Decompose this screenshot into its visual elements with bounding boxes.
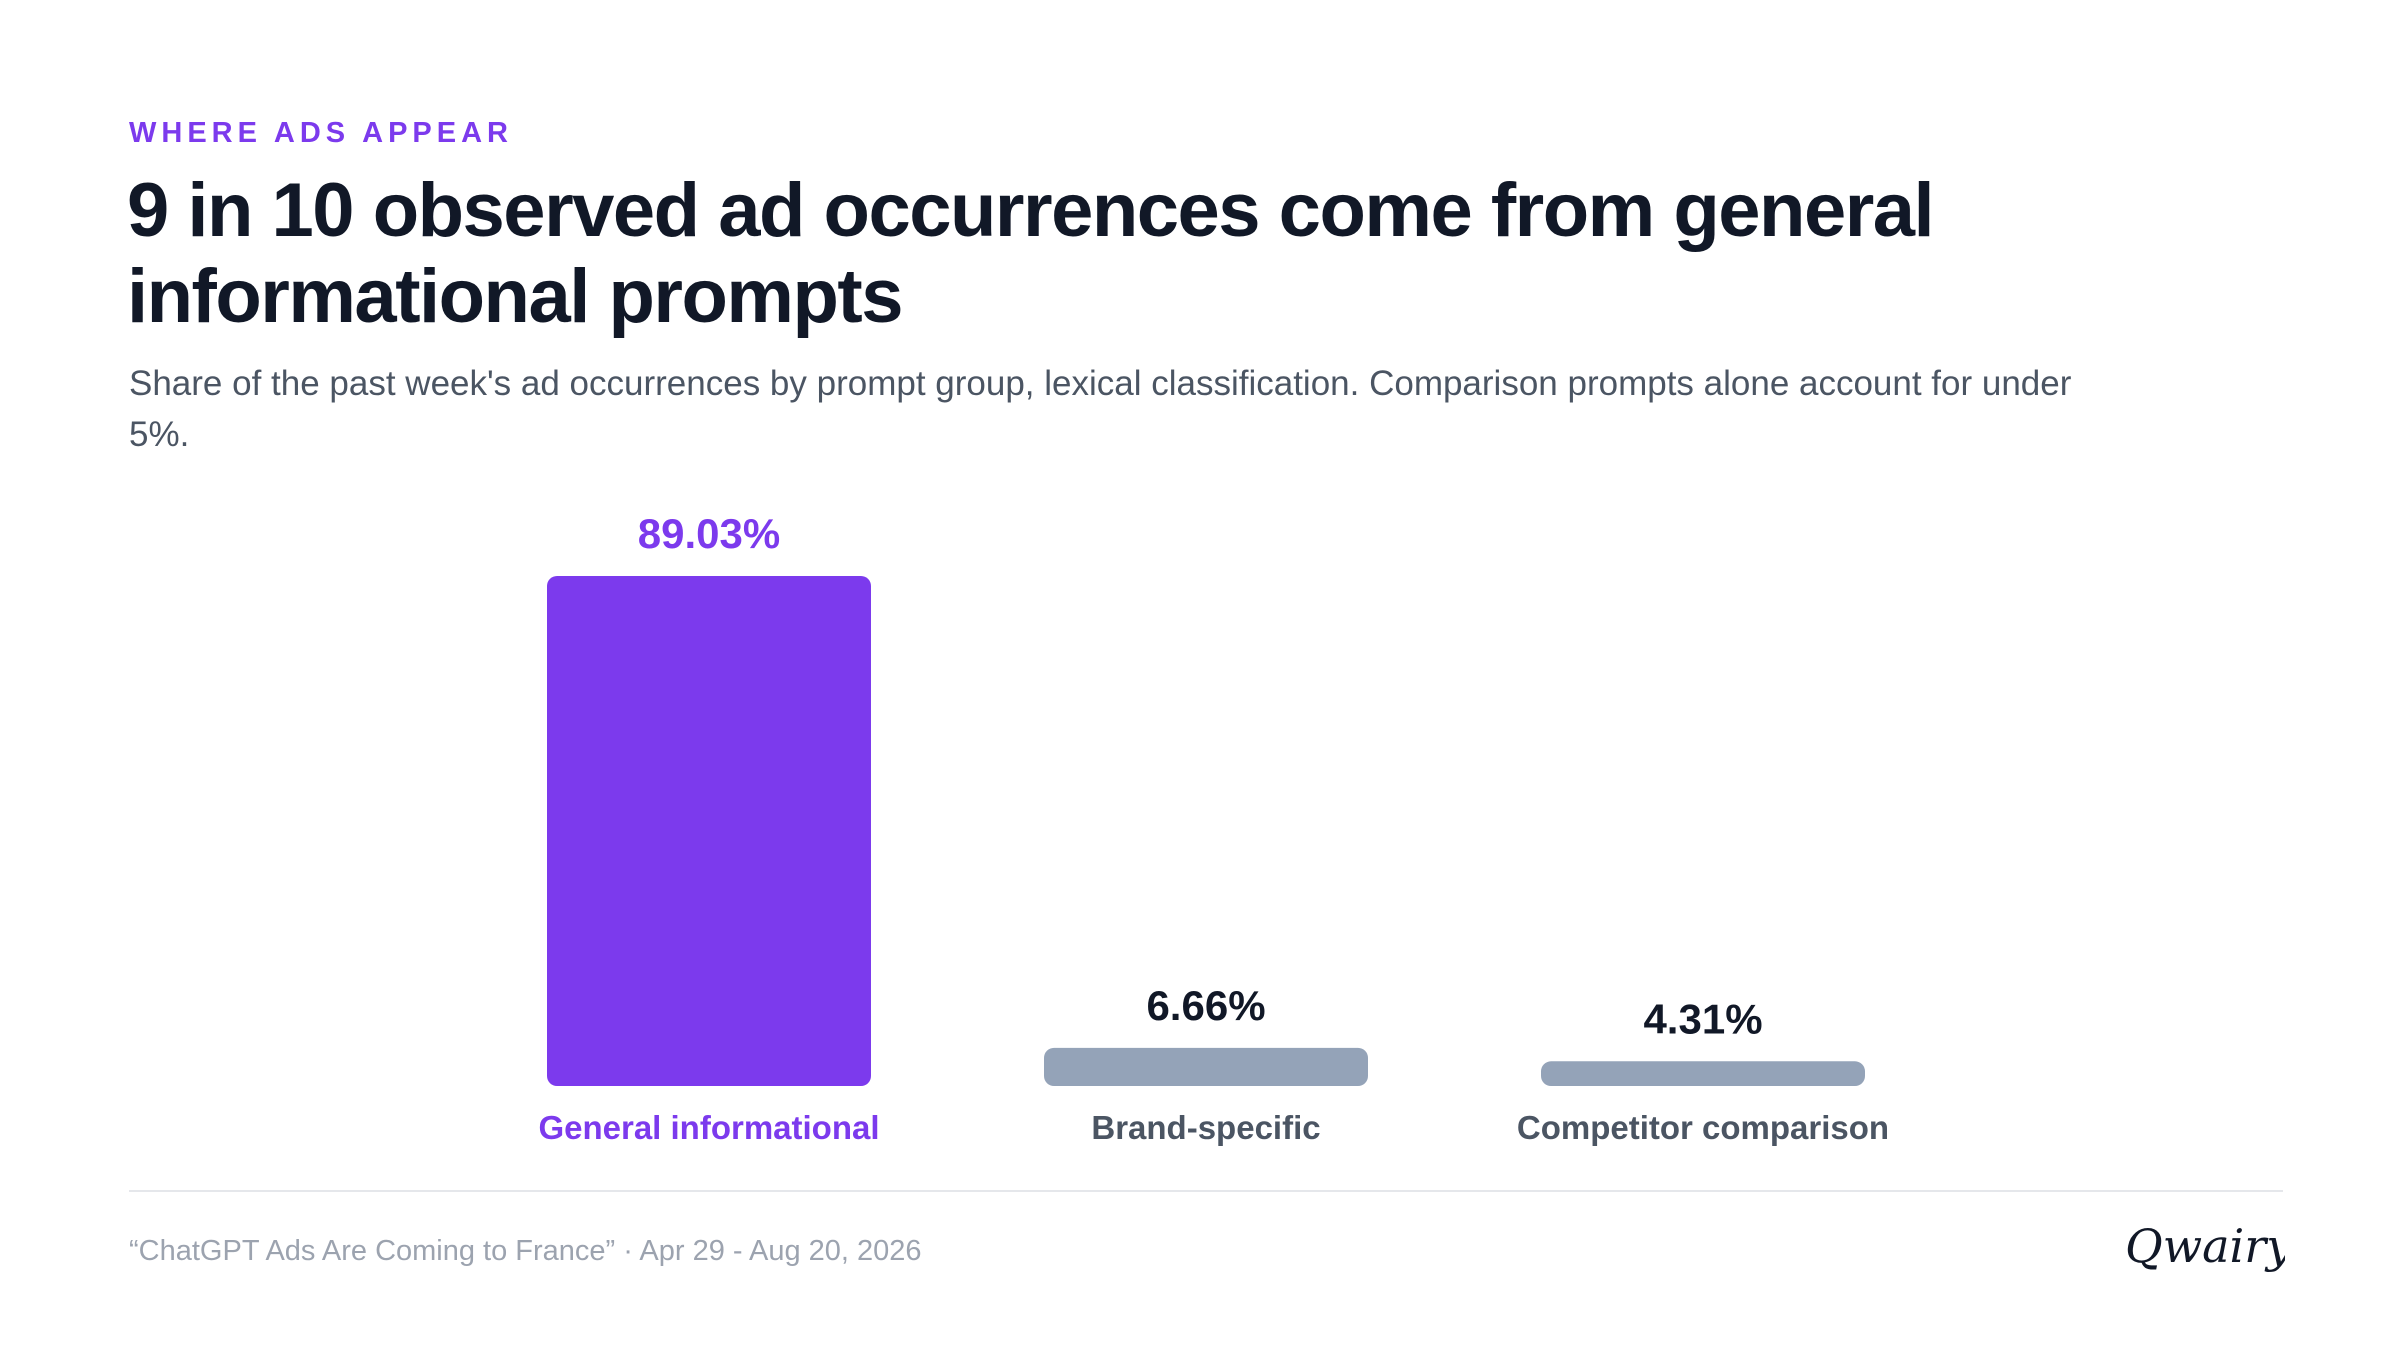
qwairy-logo-text: Qwairy	[2125, 1219, 2285, 1273]
footer-divider	[129, 1190, 2283, 1192]
page-title: 9 in 10 observed ad occurrences come fro…	[127, 168, 1935, 339]
bar-2	[1541, 1061, 1865, 1086]
value-label-2: 4.31%	[1643, 995, 1762, 1042]
qwairy-logo: Qwairy	[2125, 1219, 2285, 1273]
page-subtitle: Share of the past week's ad occurrences …	[129, 364, 2072, 454]
category-label-2: Competitor comparison	[1517, 1109, 1889, 1146]
value-label-0: 89.03%	[638, 510, 780, 557]
eyebrow-label: WHERE ADS APPEAR	[129, 117, 513, 149]
category-label-1: Brand-specific	[1091, 1109, 1320, 1146]
value-label-1: 6.66%	[1146, 982, 1265, 1029]
category-label-0: General informational	[538, 1109, 879, 1146]
source-note: “ChatGPT Ads Are Coming to France” · Apr…	[129, 1235, 922, 1267]
bar-0	[547, 576, 871, 1086]
bar-1	[1044, 1047, 1368, 1086]
